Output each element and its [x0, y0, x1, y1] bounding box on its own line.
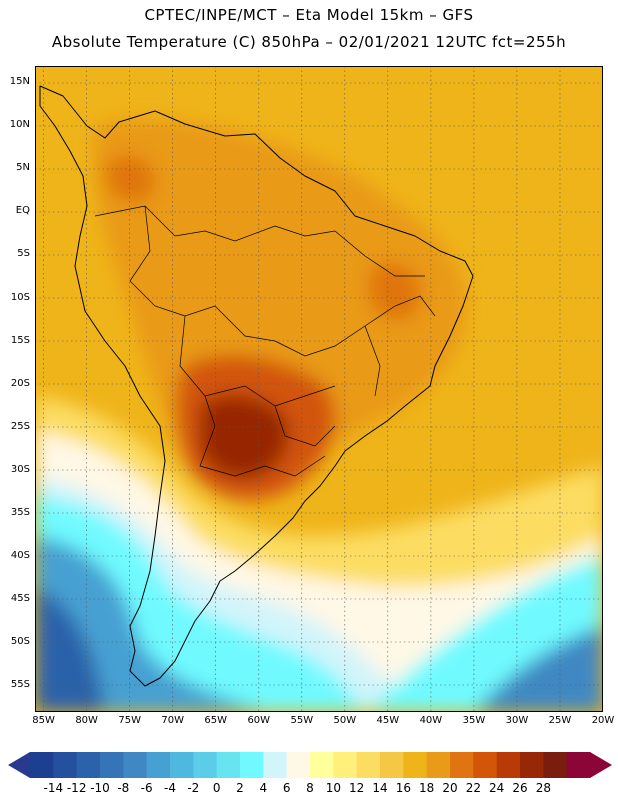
- chart-title-line-2: Absolute Temperature (C) 850hPa – 02/01/…: [51, 33, 567, 51]
- colorbar-swatch: [100, 752, 124, 778]
- colorbar-swatch: [123, 752, 148, 778]
- colorbar-swatch: [193, 752, 218, 778]
- latitude-label: 55S: [10, 679, 30, 691]
- latitude-label: 5N: [16, 162, 30, 174]
- colorbar-tick-label: -14: [43, 781, 64, 795]
- field-hottest-core: [200, 395, 289, 480]
- latitude-label: 20S: [10, 377, 30, 389]
- map-frame: [35, 66, 603, 712]
- colorbar-tick-label: 12: [349, 781, 365, 795]
- colorbar-swatch: [520, 752, 544, 778]
- colorbar: [8, 752, 612, 778]
- latitude-label: 10N: [9, 119, 30, 131]
- longitude-label: 85W: [32, 715, 55, 726]
- field-hot-ne: [368, 263, 421, 321]
- colorbar-swatch: [216, 752, 241, 778]
- colorbar-tick-label: 24: [489, 781, 505, 795]
- longitude-label: 60W: [247, 715, 271, 726]
- colorbar-swatch: [76, 752, 101, 778]
- colorbar-high-arrow: [590, 752, 612, 778]
- colorbar-tick-label: 16: [395, 781, 411, 795]
- longitude-label: 30W: [505, 715, 529, 726]
- colorbar-low-arrow: [8, 752, 30, 778]
- colorbar-tick-label: 2: [236, 781, 244, 795]
- latitude-label: 45S: [10, 593, 30, 605]
- longitude-label: 65W: [204, 715, 228, 726]
- coastline: [39, 85, 474, 687]
- colorbar-tick-label: -2: [187, 781, 200, 795]
- temperature-map: [35, 66, 603, 712]
- colorbar-swatch: [566, 752, 591, 778]
- chart-title-line-1: CPTEC/INPE/MCT – Eta Model 15km – GFS: [144, 6, 474, 24]
- colorbar-swatch: [403, 752, 428, 778]
- colorbar-swatch: [450, 752, 474, 778]
- colorbar-tick-label: 20: [442, 781, 458, 795]
- colorbar-swatch: [333, 752, 358, 778]
- field-cyan-east: [365, 556, 603, 712]
- colorbar-tick-label: 26: [512, 781, 528, 795]
- longitude-label: 35W: [462, 715, 486, 726]
- longitude-label: 20W: [591, 715, 615, 726]
- colorbar-tick-label: 6: [282, 781, 291, 795]
- latitude-label: 15N: [9, 76, 30, 88]
- colorbar-tick-label: 14: [372, 781, 388, 795]
- longitude-label: 75W: [118, 715, 141, 726]
- colorbar-tick-label: 0: [212, 781, 221, 795]
- colorbar-swatch: [426, 752, 451, 778]
- colorbar-swatch: [380, 752, 404, 778]
- colorbar-swatch: [496, 752, 521, 778]
- colorbar-swatch: [240, 752, 264, 778]
- longitude-label: 25W: [548, 715, 572, 726]
- colorbar-swatch: [356, 752, 381, 778]
- field-blue-deep: [35, 586, 105, 712]
- colorbar-tick-label: 4: [259, 781, 268, 795]
- graticule: [35, 66, 603, 712]
- colorbar-tick-label: -6: [140, 781, 153, 795]
- colorbar-swatch: [310, 752, 334, 778]
- longitude-label: 55W: [290, 715, 314, 726]
- longitude-label: 80W: [75, 715, 98, 726]
- field-hot-north: [105, 155, 155, 202]
- colorbar-swatch: [146, 752, 171, 778]
- latitude-label: 35S: [10, 506, 30, 518]
- latitude-label: EQ: [15, 205, 30, 217]
- latitude-label: 50S: [10, 636, 30, 648]
- longitude-label: 50W: [333, 715, 357, 726]
- colorbar-swatch: [263, 752, 288, 778]
- longitude-label: 70W: [161, 715, 184, 726]
- colorbar-tick-label: -8: [117, 781, 130, 795]
- latitude-label: 15S: [10, 334, 30, 346]
- colorbar-tick-label: 22: [465, 781, 481, 795]
- colorbar-tick-label: 28: [535, 781, 551, 795]
- colorbar-tick-label: -10: [90, 781, 110, 795]
- colorbar-swatch: [473, 752, 498, 778]
- colorbar-swatch: [53, 752, 78, 778]
- longitude-label: 45W: [376, 715, 400, 726]
- latitude-label: 40S: [10, 549, 30, 561]
- latitude-label: 30S: [10, 463, 30, 475]
- colorbar-tick-label: -4: [164, 781, 176, 795]
- country-borders: [94, 205, 436, 477]
- colorbar-tick-label: 10: [325, 781, 341, 795]
- longitude-label: 40W: [419, 715, 443, 726]
- colorbar-swatch: [30, 752, 54, 778]
- colorbar-swatch: [170, 752, 194, 778]
- colorbar-tick-label: 8: [306, 781, 314, 795]
- latitude-label: 25S: [10, 420, 30, 432]
- colorbar-tick-label: 18: [419, 781, 435, 795]
- latitude-label: 5S: [17, 248, 30, 260]
- latitude-label: 10S: [10, 291, 30, 303]
- colorbar-tick-label: -12: [66, 781, 87, 795]
- colorbar-swatch: [543, 752, 568, 778]
- colorbar-swatch: [286, 752, 311, 778]
